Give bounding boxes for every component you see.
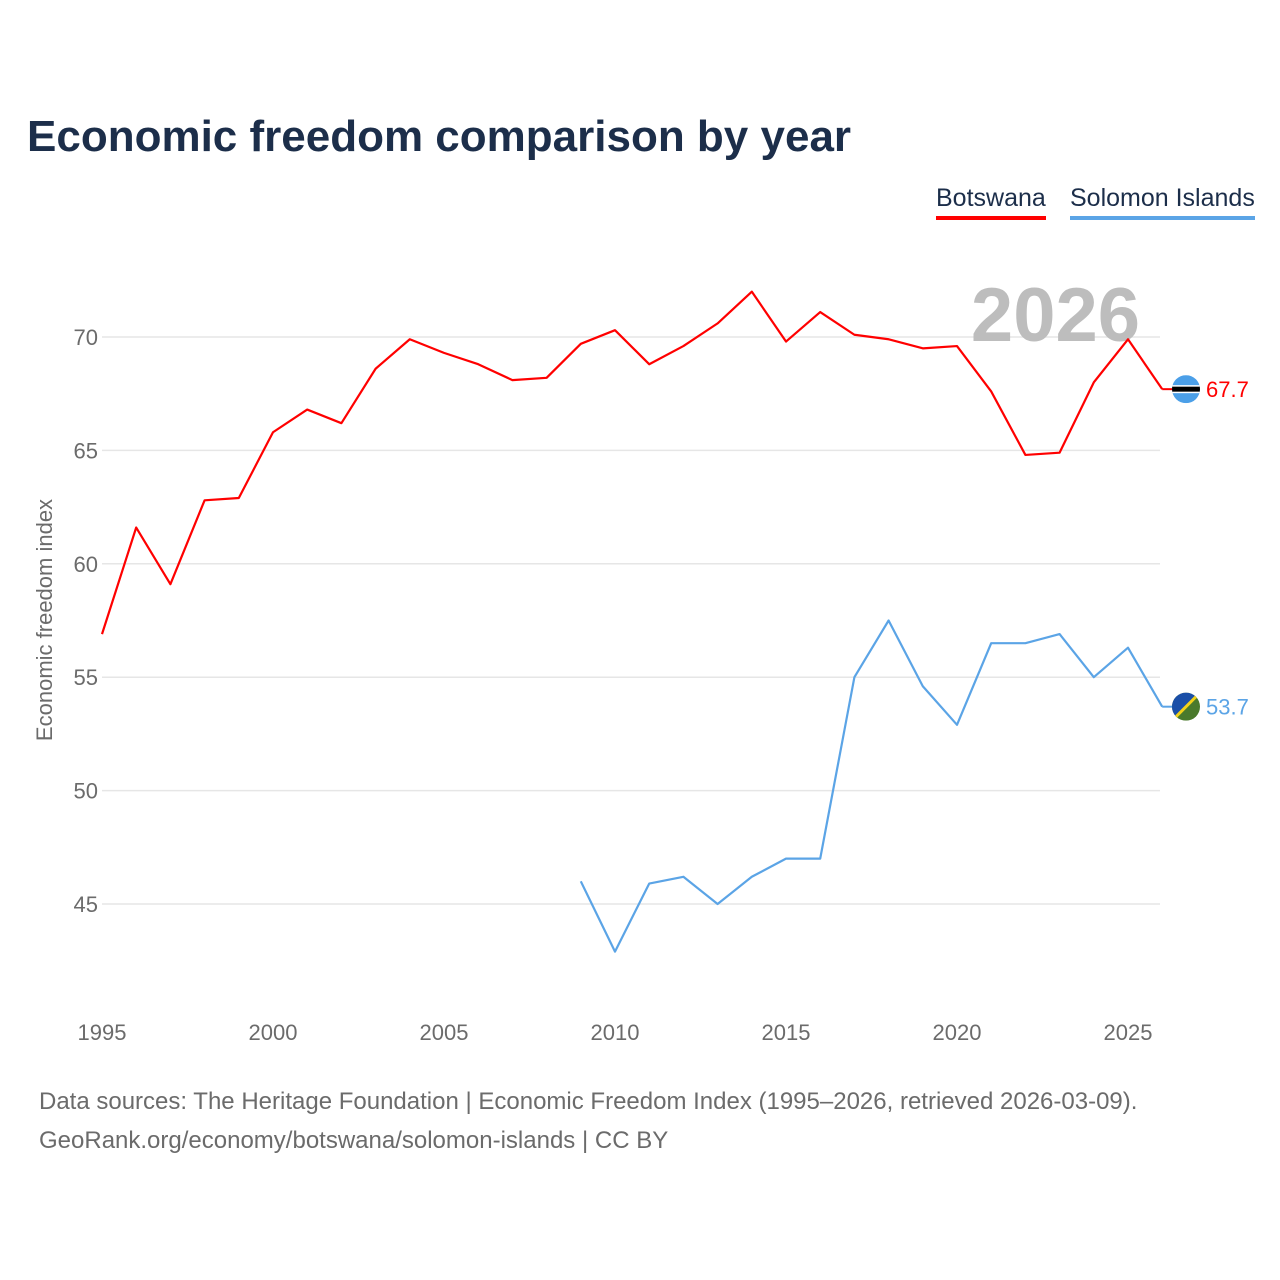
- year-watermark: 2026: [971, 273, 1140, 358]
- end-value-label: 67.7: [1206, 377, 1249, 402]
- solomon-islands-flag-icon: [1172, 692, 1200, 721]
- x-tick-label: 2025: [1104, 1020, 1153, 1045]
- y-axis-label: Economic freedom index: [32, 499, 57, 741]
- legend-solomon-islands[interactable]: Solomon Islands: [1070, 184, 1255, 220]
- y-tick-label: 50: [74, 779, 98, 804]
- footer-attribution[interactable]: GeoRank.org/economy/botswana/solomon-isl…: [39, 1127, 669, 1154]
- chart-title: Economic freedom comparison by year: [27, 112, 852, 161]
- y-tick-label: 55: [74, 665, 98, 690]
- series-line-botswana: [100, 290, 1164, 635]
- y-tick-label: 65: [74, 438, 98, 463]
- y-tick-label: 70: [74, 325, 98, 350]
- legend-botswana[interactable]: Botswana: [936, 184, 1046, 220]
- x-tick-label: 2015: [762, 1020, 811, 1045]
- x-tick-label: 2020: [933, 1020, 982, 1045]
- x-tick-label: 2005: [420, 1020, 469, 1045]
- footer-sources: Data sources: The Heritage Foundation | …: [39, 1088, 1138, 1115]
- y-tick-label: 60: [74, 552, 98, 577]
- x-tick-label: 2010: [591, 1020, 640, 1045]
- x-tick-label: 1995: [78, 1020, 127, 1045]
- end-value-label: 53.7: [1206, 695, 1249, 720]
- x-tick-label: 2000: [249, 1020, 298, 1045]
- y-tick-label: 45: [74, 892, 98, 917]
- botswana-flag-icon: [1172, 375, 1200, 404]
- series-line-solomon-islands: [579, 619, 1164, 953]
